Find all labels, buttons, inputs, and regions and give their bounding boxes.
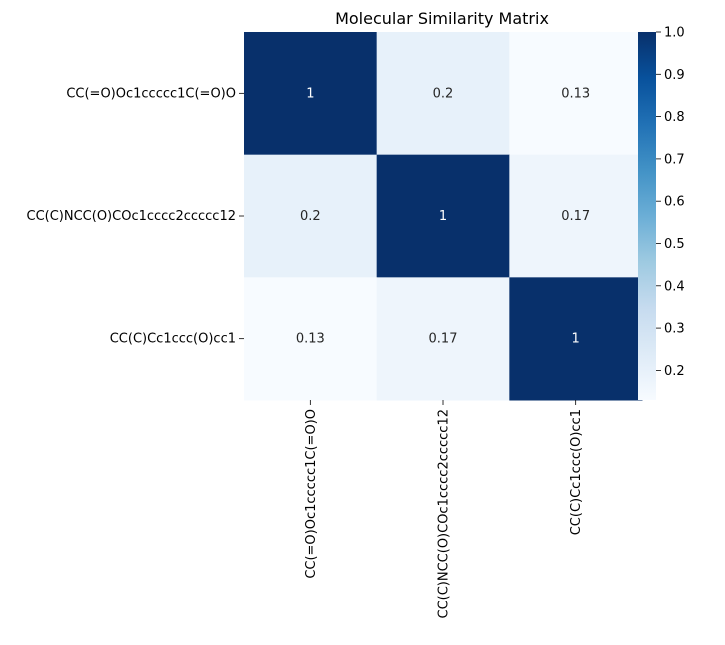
- colorbar-tick-label: 0.4: [664, 279, 685, 294]
- heatmap-cell: [376, 154, 510, 278]
- heatmap-cell: [509, 277, 643, 401]
- row-label: CC(C)Cc1ccc(O)cc1: [110, 332, 236, 347]
- colorbar-tick-label: 0.2: [664, 364, 685, 379]
- heatmap-annotations: 1 0.2 0.13 0.2 1 0.17 0.13 0.17 1: [296, 86, 590, 346]
- column-label: CC(C)Cc1ccc(O)cc1: [569, 409, 584, 535]
- heatmap-cell: [244, 154, 378, 278]
- cell-annotation: 0.17: [561, 209, 590, 224]
- cell-annotation: 1: [572, 332, 580, 347]
- colorbar-ticks: 0.2 0.3 0.4 0.5 0.6 0.7 0.8 0.9 1.0: [656, 26, 685, 379]
- colorbar-gradient: [638, 32, 656, 400]
- cell-annotation: 0.2: [300, 209, 321, 224]
- colorbar: 0.2 0.3 0.4 0.5 0.6 0.7 0.8 0.9 1.0: [638, 26, 685, 400]
- colorbar-tick-label: 0.7: [664, 152, 685, 167]
- heatmap-cell: [376, 32, 510, 156]
- heatmap-cell: [376, 277, 510, 401]
- row-label: CC(=O)Oc1ccccc1C(=O)O: [66, 86, 236, 101]
- column-label: CC(=O)Oc1ccccc1C(=O)O: [304, 409, 319, 579]
- heatmap-cells: [244, 32, 643, 401]
- heatmap-cell: [244, 277, 378, 401]
- colorbar-tick-label: 1.0: [664, 26, 685, 41]
- colorbar-tick-label: 0.6: [664, 195, 685, 210]
- column-labels: CC(=O)Oc1ccccc1C(=O)O CC(C)NCC(O)COc1cccc…: [304, 400, 584, 619]
- cell-annotation: 1: [306, 86, 314, 101]
- colorbar-tick-label: 0.9: [664, 68, 685, 83]
- cell-annotation: 0.2: [433, 86, 454, 101]
- row-labels: CC(=O)Oc1ccccc1C(=O)O CC(C)NCC(O)COc1cccc…: [27, 86, 244, 347]
- cell-annotation: 0.17: [429, 332, 458, 347]
- column-label: CC(C)NCC(O)COc1cccc2ccccc12: [437, 409, 452, 619]
- row-label: CC(C)NCC(O)COc1cccc2ccccc12: [27, 209, 237, 224]
- colorbar-tick-label: 0.3: [664, 322, 685, 337]
- heatmap-cell: [244, 32, 378, 156]
- cell-annotation: 0.13: [561, 86, 590, 101]
- heatmap-cell: [509, 32, 643, 156]
- heatmap-cell: [509, 154, 643, 278]
- colorbar-tick-label: 0.5: [664, 237, 685, 252]
- cell-annotation: 0.13: [296, 332, 325, 347]
- colorbar-tick-label: 0.8: [664, 110, 685, 125]
- chart-title: Molecular Similarity Matrix: [335, 9, 549, 28]
- cell-annotation: 1: [439, 209, 447, 224]
